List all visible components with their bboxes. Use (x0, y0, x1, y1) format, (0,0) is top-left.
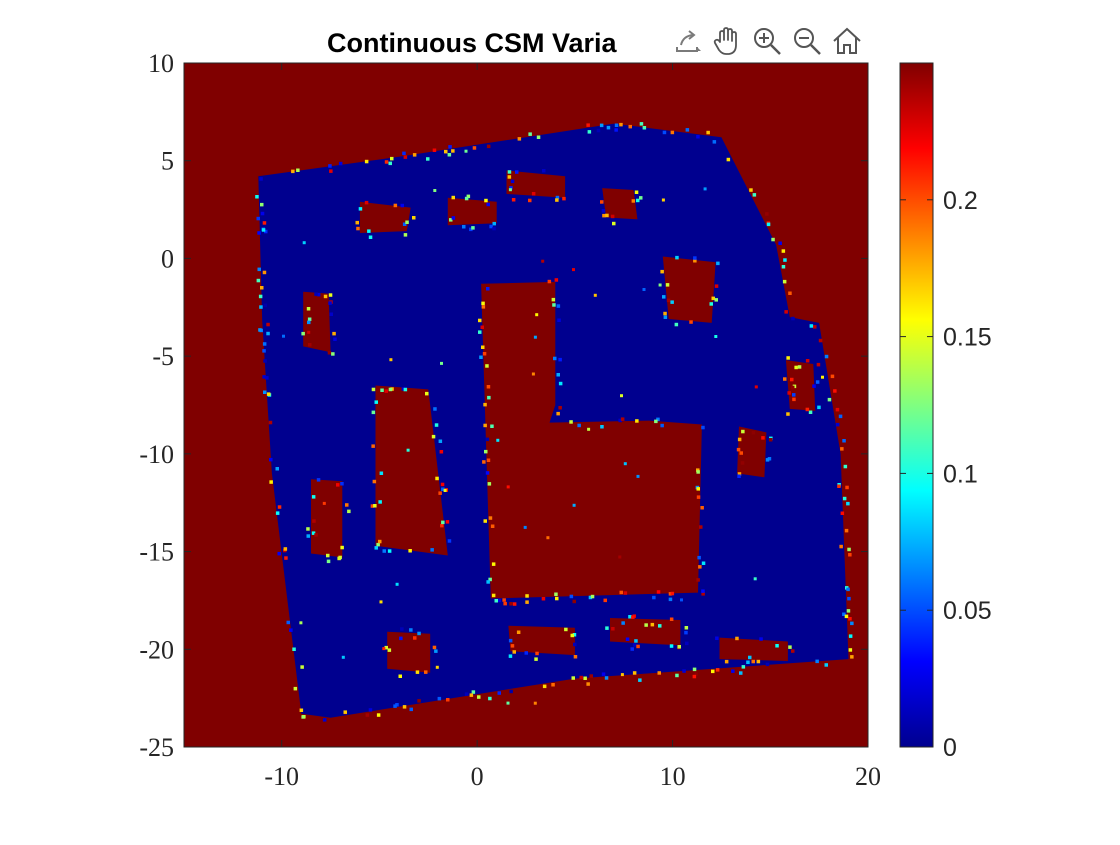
zoom-in-icon (754, 28, 781, 55)
home-icon (833, 27, 861, 54)
colorbar-tick-label: 0.1 (943, 460, 978, 488)
y-tick-label: 10 (148, 49, 174, 78)
map-hole-12 (610, 618, 681, 646)
colorbar-tick-label: 0 (943, 734, 957, 762)
map-hole-3 (359, 201, 411, 233)
zoom-out-button[interactable] (788, 22, 826, 60)
x-tick-label: 0 (471, 762, 484, 791)
plot-frame (183, 62, 869, 748)
y-tick-label: -5 (152, 342, 174, 371)
home-button[interactable] (828, 22, 866, 60)
y-tick-label: -10 (139, 440, 174, 469)
map-hole-2 (481, 281, 702, 599)
colorbar-axis: 0 0.05 0.1 0.15 0.2 (900, 187, 992, 762)
colorbar-tick-label: 0.15 (943, 324, 992, 352)
colorbar-tick-label: 0.2 (943, 187, 978, 215)
map-hole-13 (719, 637, 788, 661)
colorbar[interactable] (899, 62, 934, 748)
variance-speckles (255, 122, 854, 722)
axes-toolbar (668, 22, 866, 60)
x-axis: -10 0 10 20 (264, 63, 881, 791)
map-hole-5 (506, 170, 566, 198)
x-tick-label: 10 (660, 762, 686, 791)
x-tick-label: -10 (264, 762, 299, 791)
colorbar-tick-label: 0.05 (943, 597, 992, 625)
y-tick-label: -25 (139, 733, 174, 762)
y-tick-label: -15 (139, 538, 174, 567)
zoom-in-button[interactable] (748, 22, 786, 60)
export-button[interactable] (668, 22, 706, 60)
y-tick-label: 0 (161, 244, 174, 273)
pan-icon (713, 27, 737, 55)
chart-title: Continuous CSM Varia (327, 28, 618, 58)
heatmap-plot-area[interactable] (184, 63, 868, 747)
x-tick-label: 20 (855, 762, 881, 791)
y-tick-label: 5 (161, 147, 174, 176)
pan-button[interactable] (708, 22, 746, 60)
map-hole-0 (303, 291, 331, 353)
map-hole-7 (662, 256, 716, 323)
y-axis: 10 5 0 -5 -10 -15 -20 -25 (139, 49, 868, 762)
map-hole-11 (508, 625, 575, 656)
map-hole-10 (311, 479, 343, 558)
y-tick-label: -20 (139, 635, 174, 664)
export-icon (676, 30, 701, 52)
zoom-out-icon (794, 28, 821, 55)
map-hole-8 (737, 426, 767, 478)
map-hole-6 (602, 188, 638, 220)
map-hole-14 (387, 631, 431, 673)
map-hole-1 (375, 385, 448, 556)
map-hole-4 (447, 197, 497, 226)
